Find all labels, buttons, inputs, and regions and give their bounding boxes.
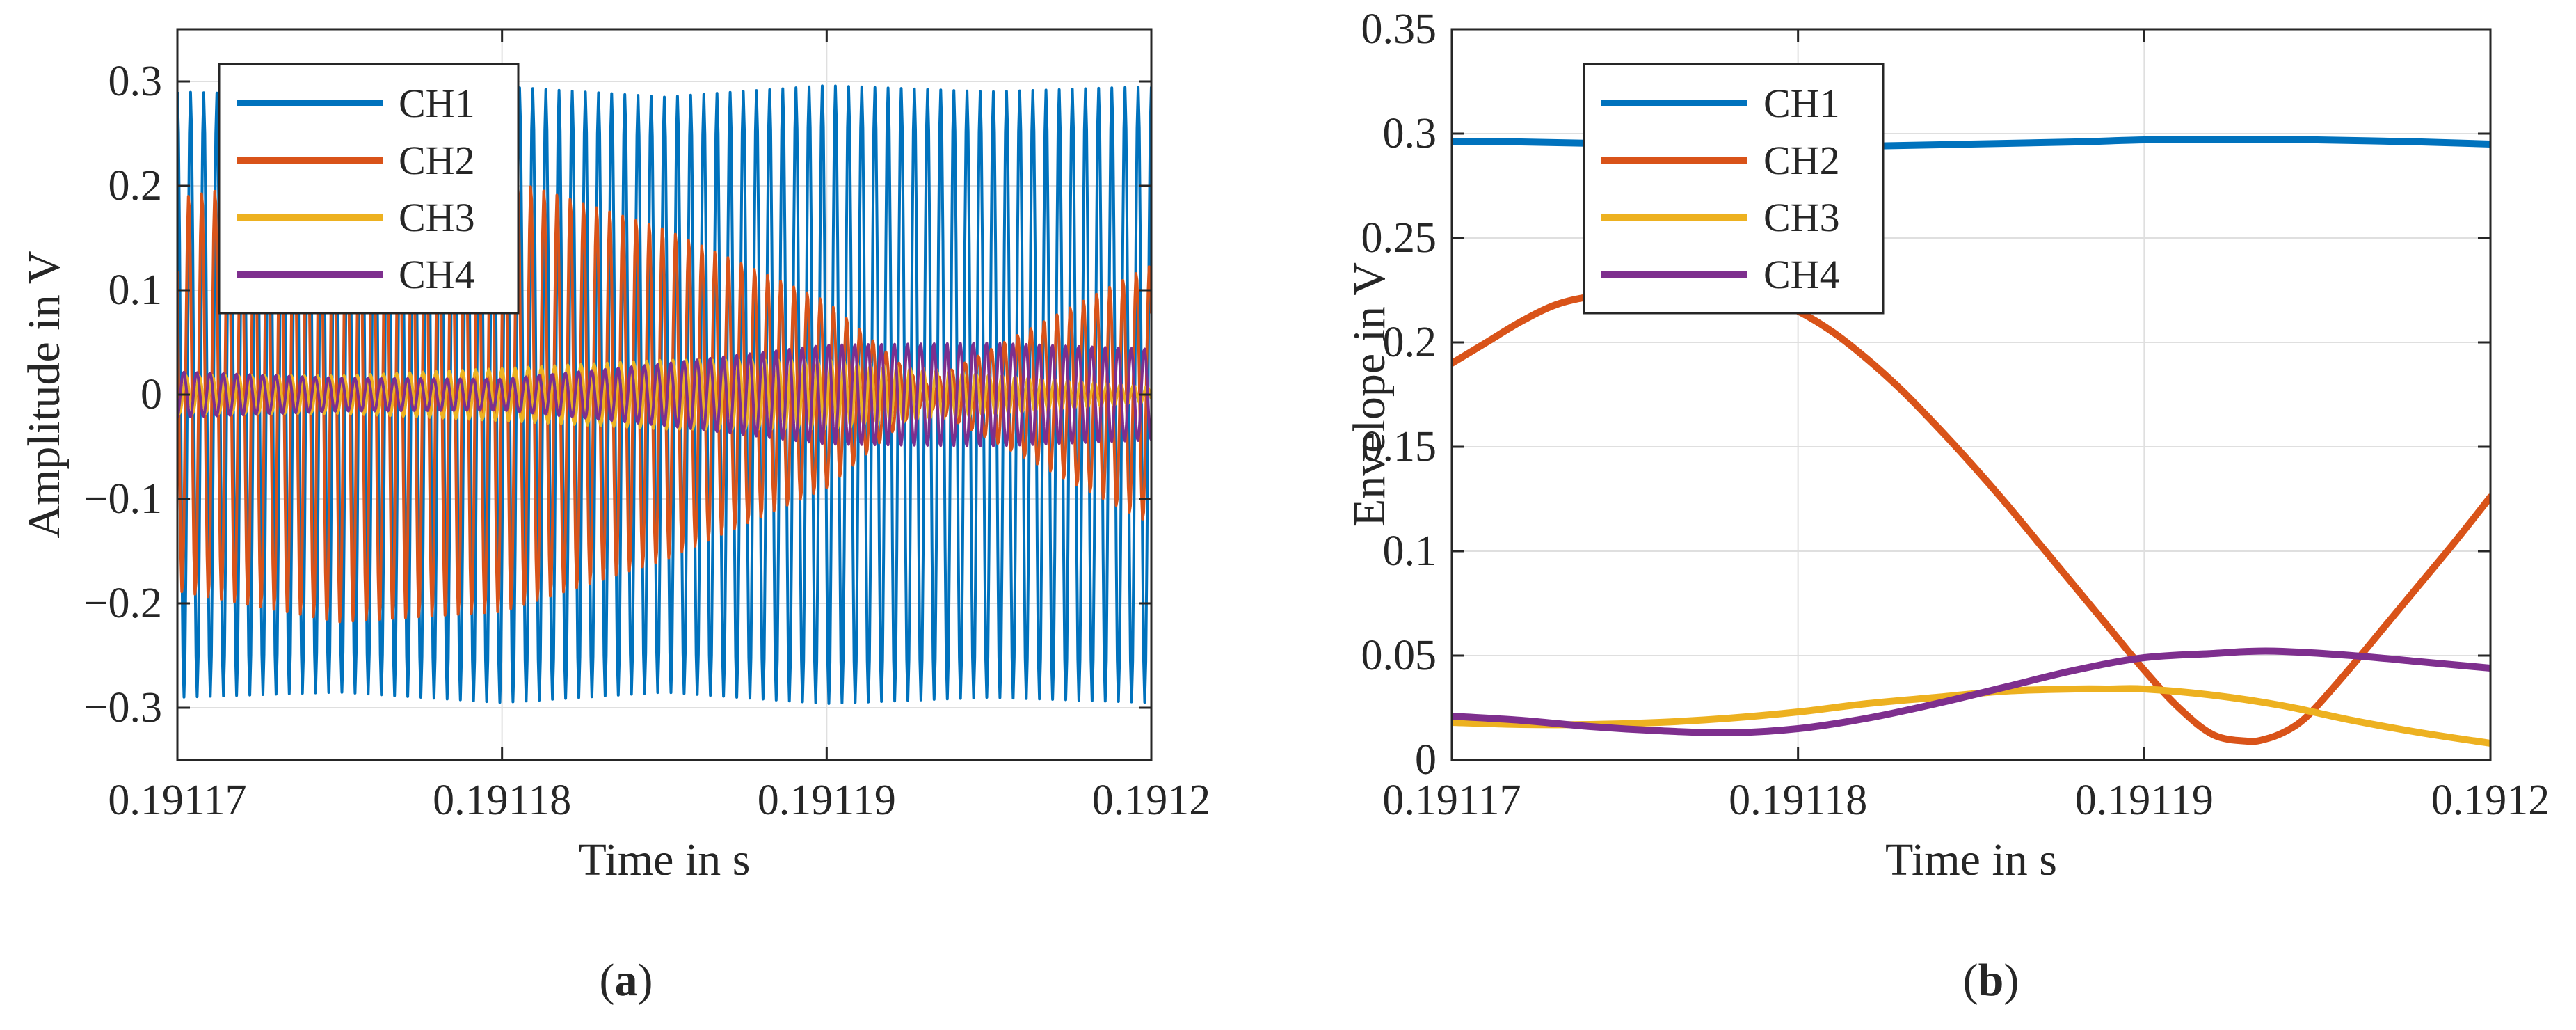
ticks: 0.19117 0.19118 0.19119 0.1912 −0.3 −0.2 −0.1 0… bbox=[84, 29, 1211, 824]
y-tick-label: 0.15 bbox=[1361, 423, 1437, 470]
series-line-ch4 bbox=[177, 342, 1151, 447]
x-tick-label: 0.1912 bbox=[1092, 777, 1211, 824]
x-tick-label: 0.19118 bbox=[1729, 777, 1867, 824]
legend-label-ch4: CH4 bbox=[399, 252, 475, 297]
x-axis-label: Time in s bbox=[579, 834, 751, 885]
legend-label-ch2: CH2 bbox=[1763, 138, 1840, 183]
x-axis-label: Time in s bbox=[1885, 834, 2057, 885]
y-tick-label: 0.3 bbox=[109, 58, 163, 105]
subfigure-labels: (a) (b) bbox=[600, 955, 2019, 1006]
y-tick-label: 0.35 bbox=[1361, 6, 1437, 53]
subfigure-label-b: (b) bbox=[1963, 955, 2019, 1006]
x-tick-label: 0.19117 bbox=[108, 777, 246, 824]
y-tick-label: −0.2 bbox=[84, 580, 162, 627]
y-axis-label: Envelope in V bbox=[1344, 262, 1395, 527]
x-tick-label: 0.19119 bbox=[758, 777, 896, 824]
y-tick-label: −0.3 bbox=[84, 684, 162, 731]
y-tick-label: −0.1 bbox=[84, 475, 162, 523]
y-tick-label: 0 bbox=[141, 371, 162, 418]
y-tick-label: 0.05 bbox=[1361, 632, 1437, 679]
legend-label-ch1: CH1 bbox=[1763, 81, 1840, 126]
subfigure-label-a: (a) bbox=[600, 955, 653, 1006]
y-tick-label: 0.2 bbox=[109, 162, 163, 209]
y-tick-label: 0.25 bbox=[1361, 214, 1437, 262]
x-tick-label: 0.19117 bbox=[1382, 777, 1521, 824]
series-line-ch3 bbox=[1452, 685, 2490, 747]
x-tick-label: 0.19119 bbox=[2075, 777, 2214, 824]
x-tick-label: 0.1912 bbox=[2431, 777, 2550, 824]
series-line-ch4 bbox=[1452, 647, 2490, 737]
y-tick-label: 0.3 bbox=[1383, 110, 1437, 157]
axes-frame bbox=[1450, 28, 2492, 761]
plot-area bbox=[177, 84, 1151, 705]
panel-a: 0.19117 0.19118 0.19119 0.1912 −0.3 −0.2 −0.1 0… bbox=[19, 28, 1211, 885]
legend-label-ch2: CH2 bbox=[399, 138, 475, 183]
legend-label-ch3: CH3 bbox=[1763, 195, 1840, 240]
x-tick-label: 0.19118 bbox=[433, 777, 571, 824]
series-line-ch2 bbox=[1452, 286, 2490, 745]
ticks: 0.19117 0.19118 0.19119 0.1912 0 0.05 0.1 0.15 0… bbox=[1361, 6, 2550, 824]
y-tick-label: 0.1 bbox=[1383, 528, 1437, 575]
legend-label-ch3: CH3 bbox=[399, 195, 475, 240]
legend: CH1 CH2 CH3 CH4 bbox=[1583, 63, 1885, 315]
legend-label-ch4: CH4 bbox=[1763, 252, 1840, 297]
y-tick-label: 0.1 bbox=[109, 267, 163, 314]
legend: CH1 CH2 CH3 CH4 bbox=[218, 63, 520, 315]
y-tick-label: 0.2 bbox=[1383, 319, 1437, 366]
y-tick-label: 0 bbox=[1415, 736, 1437, 784]
panel-b: 0.19117 0.19118 0.19119 0.1912 0 0.05 0.1 0.15 0… bbox=[1344, 6, 2550, 885]
legend-label-ch1: CH1 bbox=[399, 81, 475, 126]
y-axis-label: Amplitude in V bbox=[19, 251, 70, 538]
series-line-ch1 bbox=[177, 84, 1151, 705]
